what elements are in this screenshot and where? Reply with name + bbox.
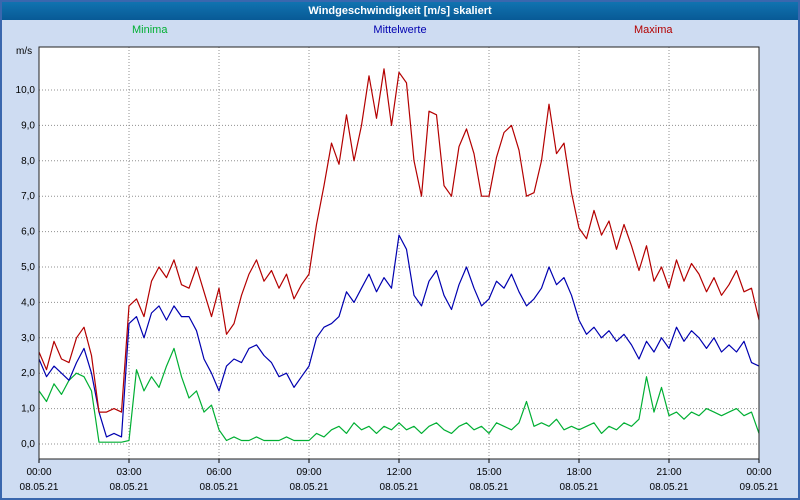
x-tick-time: 06:00 (206, 467, 231, 478)
x-tick-time: 00:00 (746, 467, 771, 478)
y-tick-label: 4,0 (21, 297, 35, 308)
x-tick-time: 03:00 (116, 467, 141, 478)
legend-maxima: Maxima (634, 24, 673, 36)
series-line-mittelwerte (38, 234, 760, 438)
y-tick-label: 1,0 (21, 404, 35, 415)
x-tick-date: 09.05.21 (740, 482, 779, 493)
y-tick-label: 9,0 (21, 120, 35, 131)
legend-mittelwerte: Mittelwerte (373, 24, 427, 36)
y-tick-label: 7,0 (21, 191, 35, 202)
y-tick-label: 6,0 (21, 227, 35, 238)
x-tick-date: 08.05.21 (560, 482, 599, 493)
x-tick-date: 08.05.21 (20, 482, 59, 493)
x-tick-date: 08.05.21 (110, 482, 149, 493)
x-tick-date: 08.05.21 (200, 482, 239, 493)
x-tick-date: 08.05.21 (470, 482, 509, 493)
y-tick-label: 5,0 (21, 262, 35, 273)
title-bar: Windgeschwindigkeit [m/s] skaliert (2, 2, 798, 20)
y-tick-label: 2,0 (21, 368, 35, 379)
x-tick-time: 21:00 (656, 467, 681, 478)
y-tick-label: 3,0 (21, 333, 35, 344)
legend: Minima Mittelwerte Maxima (2, 24, 798, 40)
x-tick-date: 08.05.21 (380, 482, 419, 493)
y-tick-label: 10,0 (16, 85, 36, 96)
y-tick-label: 0,0 (21, 439, 35, 450)
plot-border (38, 46, 760, 460)
x-tick-time: 09:00 (296, 467, 321, 478)
wind-speed-chart: 0,0 1,0 2,0 3,0 4,0 5,0 6,0 7,0 8,0 9,0 10,0 00:00 0… (16, 46, 779, 493)
x-tick-time: 12:00 (386, 467, 411, 478)
x-tick-time: 15:00 (476, 467, 501, 478)
series-line-minima (38, 347, 760, 443)
window-title: Windgeschwindigkeit [m/s] skaliert (308, 5, 492, 17)
y-axis-unit-label: m/s (16, 46, 32, 57)
series-line-maxima (38, 68, 760, 413)
x-tick-time: 00:00 (26, 467, 51, 478)
plot-area (39, 47, 759, 459)
x-tick-date: 08.05.21 (290, 482, 329, 493)
x-tick-date: 08.05.21 (650, 482, 689, 493)
legend-minima: Minima (132, 24, 168, 36)
x-tick-time: 18:00 (566, 467, 591, 478)
y-tick-label: 8,0 (21, 156, 35, 167)
